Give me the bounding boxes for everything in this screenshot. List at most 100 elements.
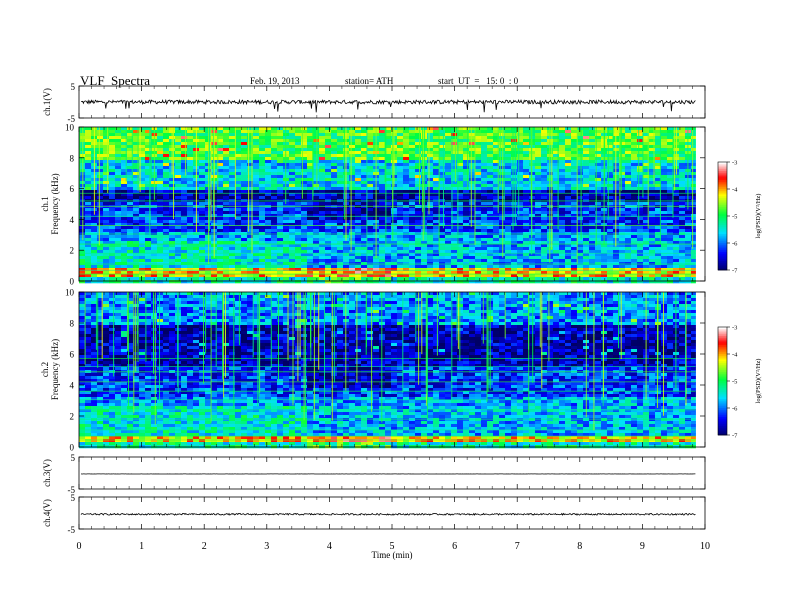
spectrogram-cell xyxy=(685,244,692,248)
spectrogram-cell xyxy=(319,256,326,260)
spectrogram-cell xyxy=(679,178,686,182)
spectrogram-cell xyxy=(313,214,320,218)
spectrogram-cell xyxy=(337,217,344,221)
spectrogram-cell xyxy=(643,214,650,218)
spectrogram-cell xyxy=(385,139,392,143)
spectrogram-cell xyxy=(691,127,696,131)
spectrogram-cell xyxy=(583,190,590,194)
spectrogram-cell xyxy=(247,220,254,224)
spectrogram-cell xyxy=(319,178,326,182)
spectrogram-cell xyxy=(655,160,662,164)
spectrogram-cell xyxy=(409,145,416,149)
spectrogram-cell xyxy=(349,145,356,149)
spectrogram-cell xyxy=(85,193,92,197)
spectrogram-cell xyxy=(79,169,86,173)
spectrogram-cell xyxy=(175,214,182,218)
spectrogram-cell xyxy=(655,136,662,140)
spectrogram-cell xyxy=(85,262,92,266)
spectrogram-cell xyxy=(157,148,164,152)
spectrogram-cell xyxy=(175,217,182,221)
spectrogram-cell xyxy=(493,208,500,212)
spectrogram-cell xyxy=(109,130,116,134)
spectrogram-cell xyxy=(379,163,386,167)
spectrogram-cell xyxy=(541,169,548,173)
spectrogram-cell xyxy=(397,244,404,248)
spectrogram-cell xyxy=(553,139,560,143)
spectrogram-cell xyxy=(655,247,662,251)
spectrogram-cell xyxy=(523,250,530,254)
spectrogram-cell xyxy=(457,127,464,131)
spectrogram-cell xyxy=(469,142,476,146)
spectrogram-cell xyxy=(97,211,104,215)
spectrogram-cell xyxy=(541,235,548,239)
spectrogram-cell xyxy=(301,181,308,185)
spectrogram-cell xyxy=(475,262,482,266)
spectrogram-cell xyxy=(439,190,446,194)
spectrogram-cell xyxy=(415,154,422,158)
spectrogram-cell xyxy=(451,178,458,182)
spectrogram-cell xyxy=(157,226,164,230)
spectrogram-cell xyxy=(583,244,590,248)
spectrogram-cell xyxy=(289,166,296,170)
spectrogram-cell xyxy=(469,187,476,191)
spectrogram-cell xyxy=(145,187,152,191)
spectrogram-cell xyxy=(565,229,572,233)
spectrogram-cell xyxy=(313,190,320,194)
spectrogram-cell xyxy=(523,160,530,164)
spectrogram-cell xyxy=(247,250,254,254)
spectrogram-cell xyxy=(295,181,302,185)
spectrogram-cell xyxy=(79,130,86,134)
spectrogram-cell xyxy=(541,250,548,254)
spectrogram-cell xyxy=(259,259,266,263)
spectrogram-cell xyxy=(553,202,560,206)
spectrogram-cell xyxy=(355,157,362,161)
spectrogram-cell xyxy=(355,244,362,248)
spectrogram-cell xyxy=(199,139,206,143)
spectrogram-cell xyxy=(307,157,314,161)
spectrogram-cell xyxy=(289,265,296,269)
spectrogram-cell xyxy=(535,238,542,242)
spectrogram-cell xyxy=(559,148,566,152)
spectrogram-cell xyxy=(247,217,254,221)
spectrogram-cell xyxy=(643,229,650,233)
spectrogram-cell xyxy=(127,223,134,227)
spectrogram-cell xyxy=(481,226,488,230)
spectrogram-cell xyxy=(355,184,362,188)
spectrogram-cell xyxy=(301,190,308,194)
spectrogram-cell xyxy=(427,226,434,230)
spectrogram-cell xyxy=(97,184,104,188)
spectrogram-cell xyxy=(79,175,86,179)
spectrogram-cell xyxy=(229,268,236,272)
spectrogram-cell xyxy=(523,142,530,146)
spectrogram-cell xyxy=(85,151,92,155)
spectrogram-cell xyxy=(247,265,254,269)
spectrogram-cell xyxy=(433,253,440,257)
spectrogram-cell xyxy=(673,256,680,260)
spectrogram-cell xyxy=(331,217,338,221)
spectrogram-cell xyxy=(379,226,386,230)
spectrogram-cell xyxy=(85,241,92,245)
spectrogram-cell xyxy=(223,157,230,161)
spectrogram-cell xyxy=(505,136,512,140)
spectrogram-cell xyxy=(517,217,524,221)
spectrogram-cell xyxy=(277,175,284,179)
spectrogram-cell xyxy=(463,214,470,218)
spectrogram-cell xyxy=(121,202,128,206)
spectrogram-cell xyxy=(253,148,260,152)
spectrogram-cell xyxy=(223,241,230,245)
spectrogram-cell xyxy=(565,262,572,266)
spectrogram-cell xyxy=(511,262,518,266)
spectrogram-cell xyxy=(247,166,254,170)
spectrogram-cell xyxy=(349,259,356,263)
spectrogram-cell xyxy=(379,175,386,179)
spectrogram-cell xyxy=(505,256,512,260)
spectrogram-cell xyxy=(313,142,320,146)
spectrogram-cell xyxy=(403,208,410,212)
spectrogram-cell xyxy=(103,214,110,218)
spectrogram-cell xyxy=(151,247,158,251)
spectrogram-cell xyxy=(265,196,272,200)
spectrogram-cell xyxy=(391,202,398,206)
spectrogram-cell xyxy=(439,223,446,227)
spectrogram-cell xyxy=(349,157,356,161)
spectrogram-cell xyxy=(139,253,146,257)
